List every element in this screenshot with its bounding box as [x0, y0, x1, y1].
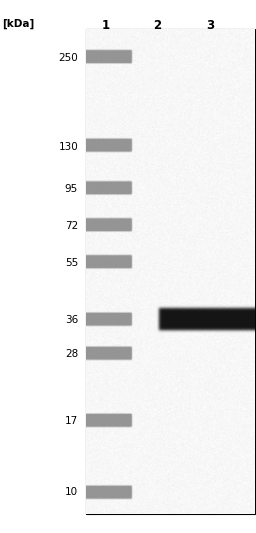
Text: 28: 28 — [65, 349, 78, 359]
Text: 17: 17 — [65, 416, 78, 426]
Text: 2: 2 — [153, 19, 162, 31]
Bar — [86, 29, 255, 514]
Text: 10: 10 — [65, 487, 78, 497]
Text: 1: 1 — [102, 19, 110, 31]
Text: [kDa]: [kDa] — [3, 19, 35, 29]
Text: 36: 36 — [65, 314, 78, 325]
Text: 130: 130 — [58, 142, 78, 151]
Text: 95: 95 — [65, 184, 78, 194]
Text: 55: 55 — [65, 257, 78, 268]
Text: 250: 250 — [58, 53, 78, 63]
Text: 72: 72 — [65, 221, 78, 231]
Text: 3: 3 — [206, 19, 214, 31]
